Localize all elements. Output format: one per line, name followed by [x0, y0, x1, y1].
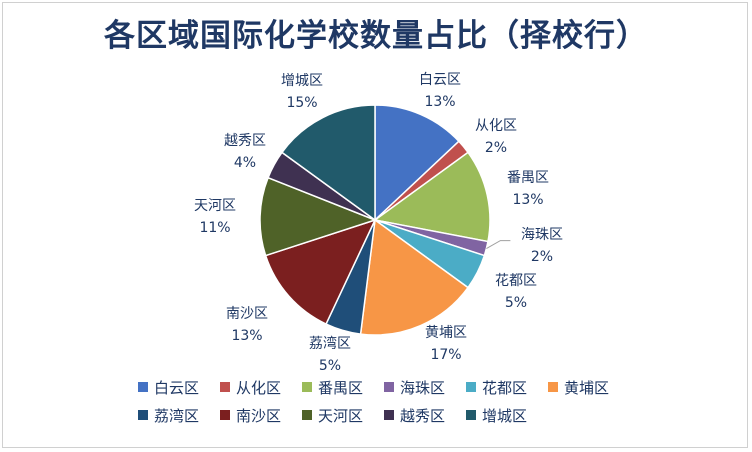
slice-percent-label: 2% [485, 140, 507, 156]
pie-slice-1 [374, 104, 460, 222]
slice-percent-label: 15% [286, 95, 317, 111]
slice-name-label: 黄埔区 [425, 324, 467, 341]
legend-swatch [220, 410, 230, 420]
legend-swatch [220, 382, 230, 392]
slice-name-label: 从化区 [475, 118, 517, 134]
leader-line [486, 240, 511, 250]
slice-percent-label: 17% [430, 347, 461, 363]
legend-swatch [384, 382, 394, 392]
slice-name-label: 南沙区 [226, 306, 268, 322]
slice-percent-label: 13% [424, 94, 455, 110]
legend-swatch [138, 410, 148, 420]
pie-slice-3 [373, 151, 491, 243]
legend-swatch [548, 382, 558, 392]
slice-percent-label: 13% [512, 192, 543, 208]
chart-title: 各区域国际化学校数量占比（择校行） [104, 18, 648, 54]
legend-swatch [302, 382, 312, 392]
legend-swatch [302, 410, 312, 420]
slice-name-label: 海珠区 [521, 227, 563, 243]
slice-name-label: 番禺区 [507, 170, 549, 186]
pie-slice-8 [264, 218, 377, 326]
slice-name-label: 越秀区 [224, 133, 266, 149]
slice-name-label: 天河区 [194, 198, 236, 214]
slice-name-label: 白云区 [419, 72, 461, 88]
slice-percent-label: 4% [234, 155, 256, 171]
legend-swatch [138, 382, 148, 392]
legend-swatch [384, 410, 394, 420]
legend-entry: 增城区 [482, 407, 527, 425]
legend-entry: 番禺区 [318, 379, 363, 397]
slice-percent-label: 5% [505, 295, 527, 311]
legend-entry: 从化区 [236, 379, 281, 397]
legend-entry: 南沙区 [236, 407, 281, 425]
legend-entry: 荔湾区 [154, 407, 199, 425]
pie-slice-11 [280, 104, 376, 222]
legend-swatch [466, 410, 476, 420]
slice-name-label: 花都区 [495, 273, 537, 289]
slice-name-label: 荔湾区 [309, 335, 351, 352]
legend-swatch [466, 382, 476, 392]
slice-percent-label: 2% [531, 249, 553, 265]
legend-entry: 白云区 [154, 379, 199, 397]
slice-percent-label: 11% [199, 220, 230, 236]
pie-slice-6 [359, 218, 470, 336]
legend-entry: 海珠区 [400, 379, 445, 397]
pie-slice-9 [259, 176, 378, 257]
slice-name-label: 增城区 [281, 73, 323, 89]
slice-percent-label: 13% [231, 328, 262, 344]
legend-entry: 越秀区 [400, 407, 445, 425]
legend-entry: 黄埔区 [564, 379, 609, 397]
legend-entry: 天河区 [318, 407, 363, 425]
slice-percent-label: 5% [319, 358, 341, 374]
legend-entry: 花都区 [482, 379, 527, 397]
